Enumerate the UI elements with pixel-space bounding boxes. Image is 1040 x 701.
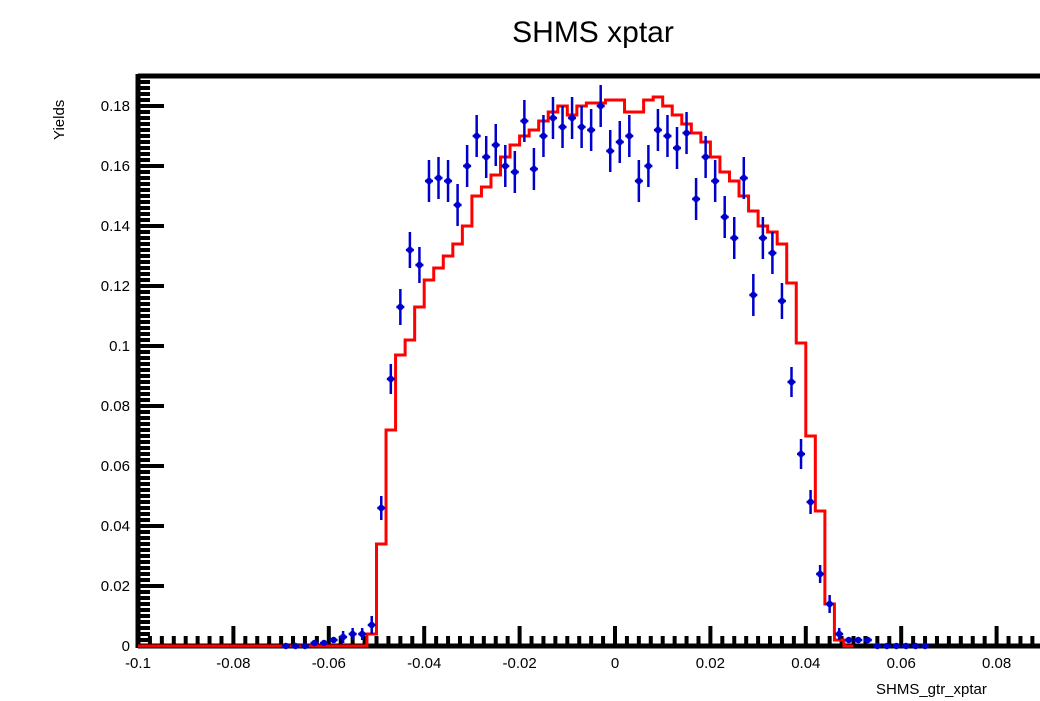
red-histogram-series	[138, 95, 854, 648]
data-point	[683, 129, 690, 137]
data-point	[759, 234, 767, 242]
data-point	[835, 630, 843, 638]
x-tick-label: 0	[611, 655, 619, 672]
y-tick-label: 0.02	[101, 578, 130, 595]
data-point	[454, 201, 461, 209]
y-tick-label: 0.12	[101, 278, 130, 295]
data-point	[807, 498, 814, 506]
data-point	[301, 642, 309, 650]
data-point	[282, 642, 290, 650]
data-point	[616, 138, 623, 146]
x-tick-label: -0.08	[216, 655, 250, 672]
data-point	[425, 177, 433, 185]
data-point	[750, 291, 757, 299]
x-axis: -0.1 -0.08 -0.06 -0.04 -0.02 0 0.02 0.04 0.06 0.0…	[125, 626, 1035, 672]
data-point	[845, 636, 852, 644]
data-point	[635, 177, 643, 185]
data-point	[435, 174, 442, 182]
y-axis: 0 0.02 0.04 0.06 0.08 0.1 0.12 0.14 0.16 0.18	[101, 74, 164, 655]
data-point	[778, 297, 786, 305]
data-point	[864, 636, 872, 644]
data-point	[645, 162, 652, 170]
data-point	[855, 636, 862, 644]
data-point	[511, 168, 519, 176]
data-point	[349, 630, 356, 638]
data-point	[540, 132, 547, 140]
data-point	[607, 147, 614, 155]
data-point	[711, 177, 719, 185]
data-point	[673, 144, 681, 152]
data-point	[387, 375, 395, 383]
data-point	[416, 261, 423, 269]
y-tick-label: 0.04	[101, 518, 130, 535]
data-point	[883, 642, 891, 650]
data-point	[378, 504, 385, 512]
x-axis-title: SHMS_gtr_xptar	[876, 681, 987, 698]
data-point	[721, 213, 728, 221]
blue-data-points-series	[281, 85, 930, 650]
x-tick-label: 0.08	[982, 655, 1011, 672]
data-point	[626, 132, 633, 140]
chart-title: SHMS xptar	[512, 16, 674, 49]
data-point	[368, 621, 375, 629]
data-point	[921, 642, 929, 650]
x-tick-label: -0.02	[502, 655, 536, 672]
data-point	[444, 177, 452, 185]
y-tick-label: 0.08	[101, 398, 130, 415]
y-tick-label: 0.18	[101, 98, 130, 115]
x-tick-label: -0.1	[125, 655, 151, 672]
data-point	[473, 132, 480, 140]
data-point	[912, 642, 919, 650]
data-point	[578, 123, 585, 131]
y-tick-label: 0	[122, 638, 130, 655]
x-tick-label: 0.04	[791, 655, 820, 672]
data-point	[797, 450, 805, 458]
data-point	[874, 642, 881, 650]
data-point	[902, 642, 910, 650]
y-axis-title: Yields	[51, 100, 68, 140]
data-point	[769, 249, 776, 257]
data-point	[292, 642, 299, 650]
data-point	[692, 195, 700, 203]
data-point	[826, 600, 833, 608]
y-tick-label: 0.1	[109, 338, 130, 355]
data-point	[654, 126, 662, 134]
x-tick-label: 0.02	[696, 655, 725, 672]
data-point	[788, 378, 795, 386]
data-point	[731, 234, 738, 242]
data-point	[893, 642, 900, 650]
data-point	[530, 165, 538, 173]
data-point	[483, 153, 490, 161]
data-point	[549, 114, 557, 122]
data-point	[587, 126, 595, 134]
y-tick-label: 0.16	[101, 158, 130, 175]
data-point	[339, 633, 347, 641]
data-point	[463, 162, 471, 170]
x-tick-label: -0.06	[312, 655, 346, 672]
data-point	[597, 102, 604, 110]
y-tick-label: 0.14	[101, 218, 130, 235]
data-point	[320, 639, 328, 647]
data-point	[358, 630, 366, 638]
data-point	[664, 132, 671, 140]
data-point	[330, 636, 337, 644]
data-point	[502, 162, 509, 170]
data-point	[816, 570, 824, 578]
data-point	[406, 246, 414, 254]
data-point	[521, 117, 528, 125]
x-tick-label: -0.04	[407, 655, 441, 672]
x-tick-label: 0.06	[887, 655, 916, 672]
histogram-line	[138, 95, 854, 648]
data-point	[568, 114, 576, 122]
data-point	[311, 639, 318, 647]
plot-frame	[135, 73, 1040, 649]
data-point	[559, 123, 566, 131]
data-point	[492, 141, 499, 149]
data-point	[397, 303, 404, 311]
data-point	[740, 174, 747, 182]
y-tick-label: 0.06	[101, 458, 130, 475]
data-point	[702, 153, 709, 161]
